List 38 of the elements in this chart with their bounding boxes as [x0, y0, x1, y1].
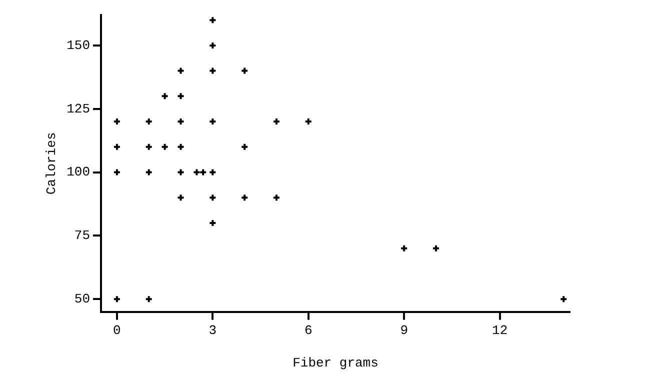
- y-axis-title: Calories: [44, 132, 60, 195]
- point: [112, 295, 121, 304]
- y-tick-label: 75: [74, 228, 90, 244]
- x-tick-label: 12: [492, 323, 508, 338]
- point: [560, 295, 568, 304]
- point: [192, 168, 201, 176]
- point: [176, 168, 185, 176]
- point: [208, 16, 217, 24]
- point: [240, 66, 249, 75]
- point: [160, 142, 169, 151]
- y-tick-label: 50: [74, 292, 90, 307]
- y-tick-label: 100: [66, 164, 90, 180]
- point: [199, 168, 208, 176]
- point: [144, 168, 153, 176]
- point: [208, 168, 217, 176]
- x-tick-label: 0: [113, 323, 121, 338]
- point: [208, 66, 217, 75]
- point: [208, 194, 217, 202]
- point: [272, 194, 280, 202]
- x-tick-label: 9: [400, 323, 408, 338]
- point: [176, 194, 185, 202]
- point: [400, 244, 408, 252]
- point: [176, 92, 185, 100]
- point: [160, 92, 169, 100]
- point: [176, 66, 185, 75]
- point: [240, 194, 249, 202]
- x-tick-label: 3: [208, 323, 217, 338]
- point: [176, 142, 185, 151]
- point: [112, 168, 121, 176]
- point: [112, 142, 121, 151]
- x-tick-label: 6: [304, 323, 312, 338]
- point: [144, 295, 153, 304]
- point: [240, 142, 249, 151]
- point: [144, 142, 153, 151]
- x-axis-title: Fiber grams: [292, 356, 378, 371]
- y-tick-label: 125: [66, 101, 90, 116]
- y-tick-label: 150: [66, 38, 90, 53]
- point: [432, 244, 440, 252]
